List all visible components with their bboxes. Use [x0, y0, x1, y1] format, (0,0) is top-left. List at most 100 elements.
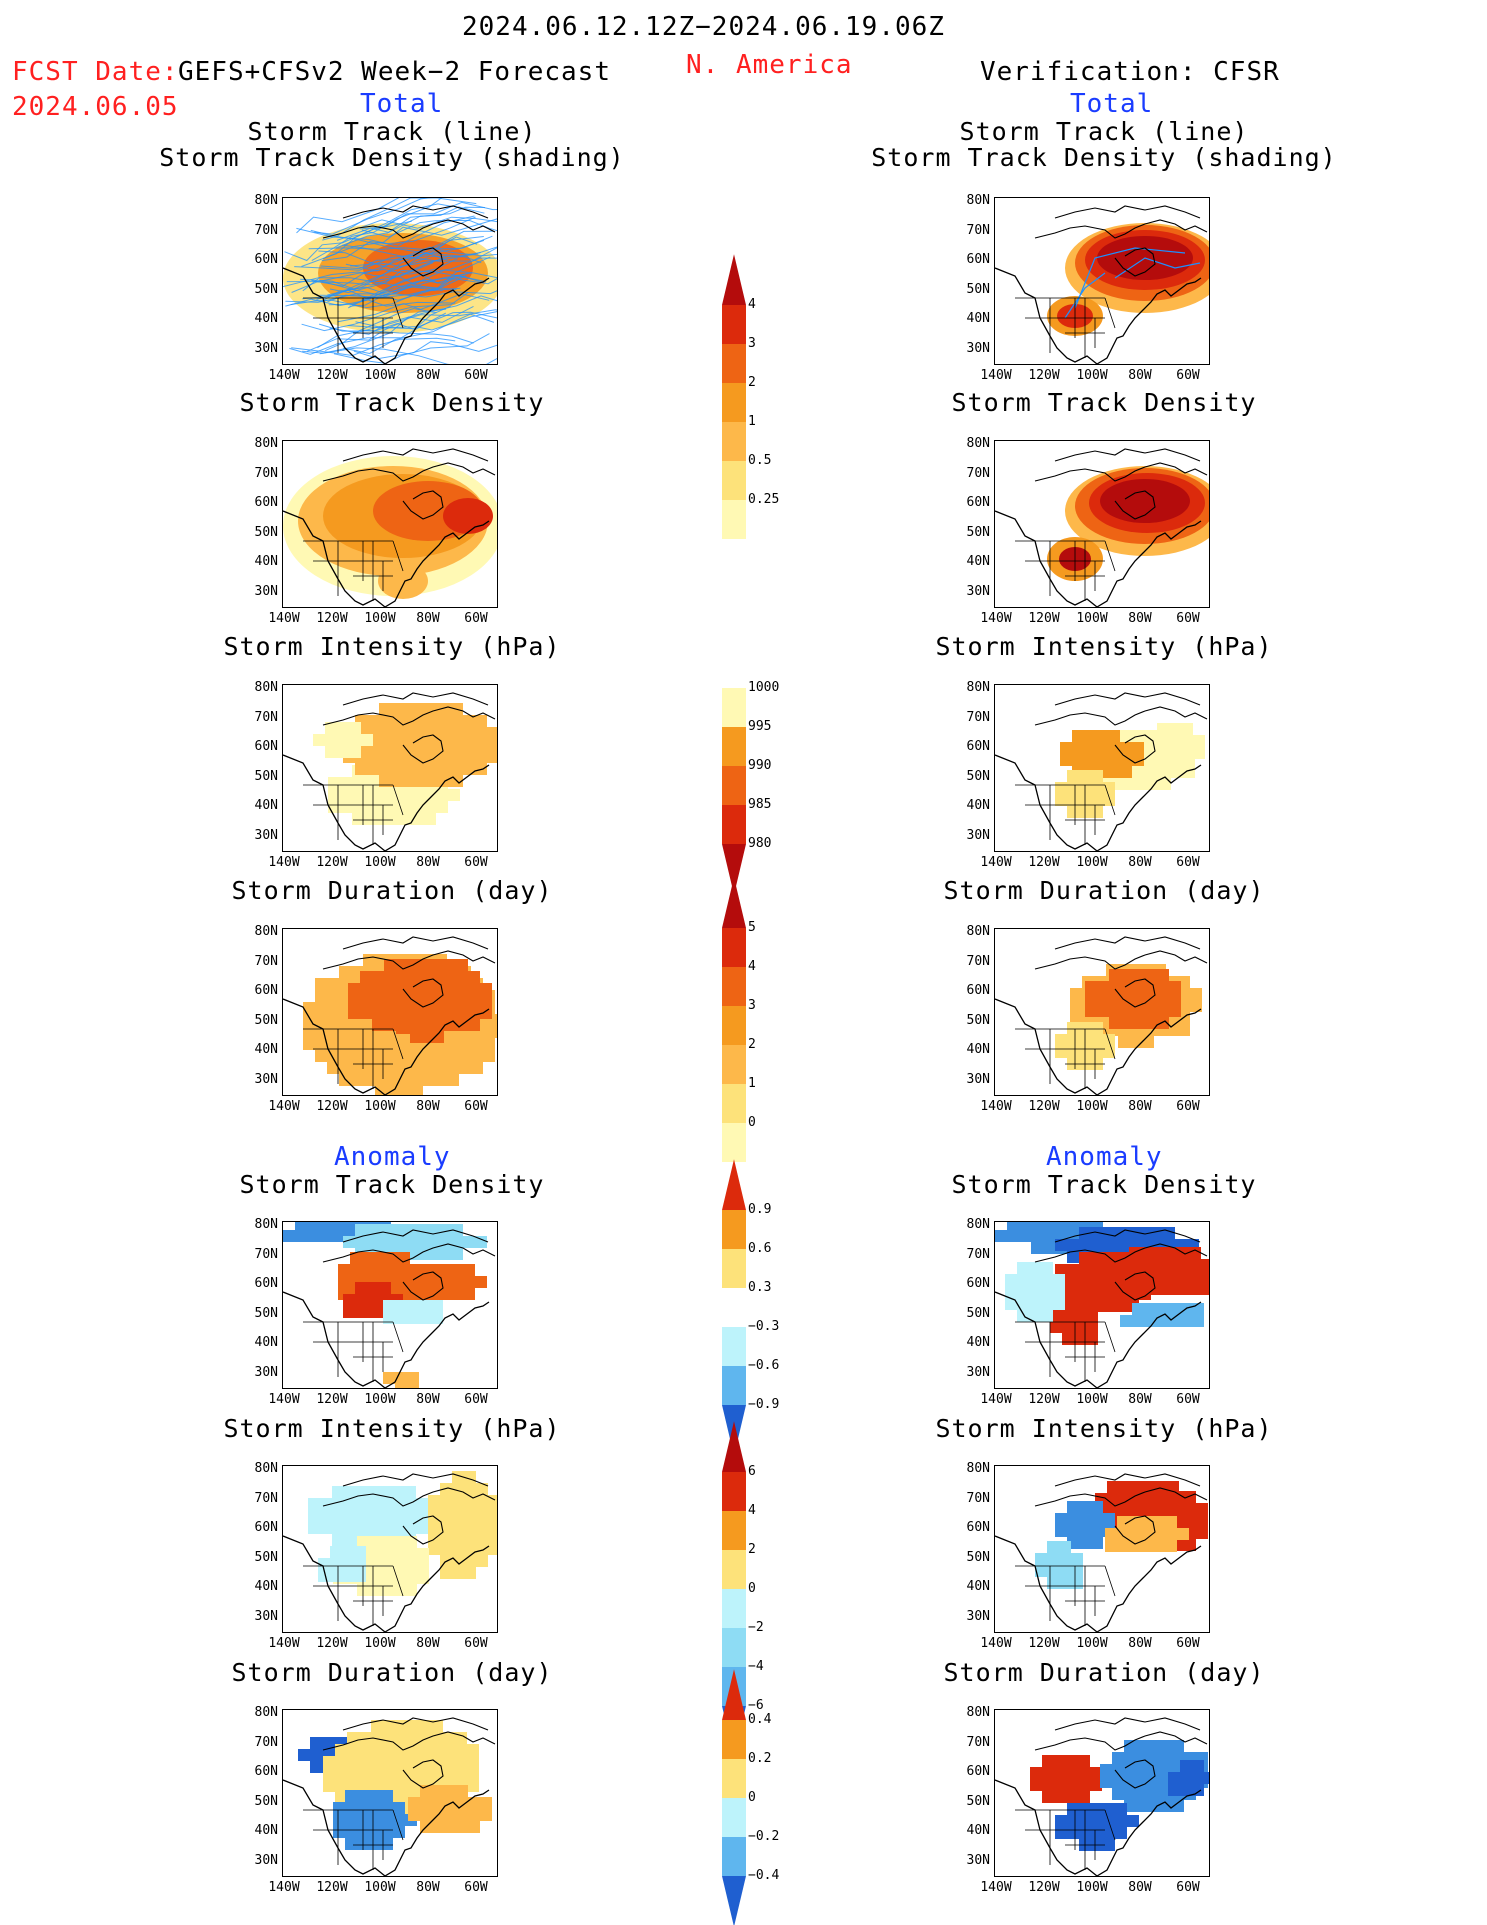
lat-tick-label: 80N — [254, 1461, 278, 1476]
lon-tick-label: 120W — [1028, 611, 1060, 626]
panel-title-dens-left: Storm Track Density — [239, 388, 545, 417]
lat-tick-label: 70N — [966, 465, 990, 481]
lat-tick-label: 80N — [966, 1461, 990, 1476]
storm-track-lines — [283, 198, 497, 364]
shade-region — [408, 1785, 492, 1833]
lon-tick-label: 140W — [980, 1636, 1012, 1651]
shade-region — [338, 1034, 422, 1070]
colorbar-tick-label: −0.4 — [748, 1868, 780, 1883]
lat-tick-label: 30N — [254, 340, 278, 356]
lat-tick-label: 30N — [254, 827, 278, 843]
lat-tick-label: 70N — [254, 709, 278, 725]
lon-tick-label: 140W — [268, 855, 300, 870]
colorbar-duration-anom — [722, 1669, 746, 1925]
colorbar-tick-label: 3 — [748, 336, 756, 351]
map-dur-left — [282, 928, 498, 1096]
lat-tick-label: 50N — [254, 1793, 278, 1809]
map-boundary — [1015, 1565, 1116, 1626]
lat-tick-label: 70N — [254, 1734, 278, 1750]
panel-title-aint-right: Storm Intensity (hPa) — [935, 1414, 1273, 1443]
lon-tick-label: 120W — [1028, 855, 1060, 870]
lat-tick-label: 50N — [966, 281, 990, 297]
lat-tick-label: 50N — [254, 1012, 278, 1028]
shade-region — [1005, 1262, 1065, 1322]
colorbar-segment — [722, 344, 746, 383]
panel-title-track-right: Storm Track (line) — [959, 117, 1249, 146]
lat-tick-label: 30N — [966, 1364, 990, 1380]
lon-tick-label: 60W — [464, 1099, 488, 1114]
lat-tick-label: 30N — [254, 1608, 278, 1624]
date-range-title: 2024.06.12.12Z−2024.06.19.06Z — [462, 12, 945, 42]
map-boundary — [995, 754, 1202, 851]
colorbar-segment — [722, 844, 746, 895]
colorbar-tick-label: 0.4 — [748, 1712, 772, 1727]
lat-tick-label: 60N — [254, 983, 278, 998]
colorbar-tick-label: −0.9 — [748, 1397, 780, 1412]
colorbar-segment — [722, 1706, 746, 1757]
lon-tick-label: 100W — [364, 1636, 396, 1651]
colorbar-segment — [722, 877, 746, 928]
lon-tick-label: 60W — [464, 855, 488, 870]
lat-tick-label: 60N — [254, 495, 278, 510]
map-boundary — [283, 1779, 490, 1876]
map-boundary — [1034, 1229, 1208, 1301]
lat-tick-label: 30N — [966, 1071, 990, 1087]
colorbar-tick-label: 0.25 — [748, 492, 780, 507]
colorbar-tick-label: 0 — [748, 1790, 756, 1805]
colorbar-intensity-total — [722, 649, 746, 895]
lat-tick-label: 40N — [966, 1335, 990, 1350]
lat-tick-label: 40N — [254, 798, 278, 813]
left-anomaly-label: Anomaly — [334, 1142, 451, 1172]
lon-tick-label: 80W — [416, 1099, 440, 1114]
lat-tick-label: 40N — [254, 1579, 278, 1594]
lat-tick-label: 40N — [254, 554, 278, 569]
lat-tick-label: 80N — [254, 680, 278, 695]
lat-tick-label: 40N — [254, 1042, 278, 1057]
lat-tick-label: 50N — [966, 1549, 990, 1565]
map-adens-left — [282, 1221, 498, 1389]
colorbar-segment — [722, 1405, 746, 1456]
shade-region — [313, 722, 373, 758]
right-total-label: Total — [1070, 89, 1154, 119]
lat-tick-label: 80N — [254, 436, 278, 451]
lon-tick-label: 120W — [316, 1392, 348, 1407]
map-boundary — [303, 297, 404, 358]
lon-tick-label: 80W — [416, 855, 440, 870]
lon-tick-label: 80W — [1128, 1880, 1152, 1895]
lon-tick-label: 120W — [316, 855, 348, 870]
shade-region — [378, 563, 428, 599]
lon-tick-label: 60W — [464, 1636, 488, 1651]
lon-tick-label: 140W — [268, 1099, 300, 1114]
lat-tick-label: 50N — [966, 1012, 990, 1028]
map-aint-right — [994, 1465, 1210, 1633]
lat-tick-label: 40N — [966, 1579, 990, 1594]
lat-tick-label: 30N — [254, 583, 278, 599]
map-boundary — [322, 1717, 496, 1789]
colorbar-segment — [722, 1249, 746, 1288]
region-label: N. America — [686, 50, 853, 80]
lon-tick-label: 140W — [980, 855, 1012, 870]
lat-tick-label: 60N — [966, 739, 990, 754]
lat-tick-label: 70N — [966, 222, 990, 238]
left-total-label: Total — [360, 89, 444, 119]
lat-tick-label: 70N — [966, 709, 990, 725]
map-boundary — [995, 267, 1202, 364]
lat-tick-label: 70N — [966, 953, 990, 969]
right-anomaly-label: Anomaly — [1046, 1142, 1163, 1172]
lat-tick-label: 50N — [254, 524, 278, 540]
colorbar-segment — [722, 539, 746, 578]
lon-tick-label: 100W — [1076, 1636, 1108, 1651]
map-boundary — [303, 1565, 404, 1626]
map-boundary — [283, 754, 490, 851]
lon-tick-label: 140W — [268, 368, 300, 383]
lat-tick-label: 60N — [254, 1520, 278, 1535]
colorbar-segment — [722, 1589, 746, 1628]
panel-title-dens-right: Storm Track Density — [951, 388, 1257, 417]
lon-tick-label: 100W — [364, 855, 396, 870]
lon-tick-label: 60W — [1176, 1636, 1200, 1651]
lon-tick-label: 80W — [1128, 1099, 1152, 1114]
colorbar-tick-label: 0.9 — [748, 1202, 772, 1217]
map-boundary — [1015, 784, 1116, 845]
map-boundary — [995, 1291, 1202, 1388]
shade-region — [428, 1471, 497, 1579]
